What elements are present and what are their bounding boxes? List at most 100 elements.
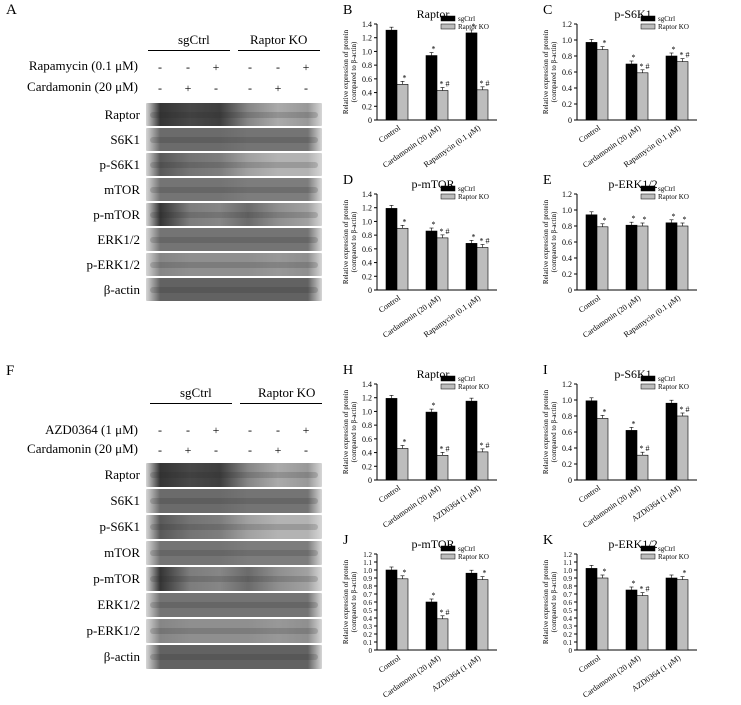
- bar-sgctrl: [465, 400, 478, 481]
- significance-mark: *: [403, 73, 407, 82]
- blot-band: [150, 524, 318, 530]
- blot-row-label: S6K1: [110, 493, 140, 508]
- legend-swatch: [640, 383, 656, 390]
- treatment-sign: -: [214, 81, 218, 95]
- y-tick-label: 0: [369, 647, 373, 655]
- blot-band: [150, 576, 318, 582]
- y-tick-label: 0.1: [563, 639, 572, 647]
- significance-mark: *: [403, 217, 407, 226]
- legend-label: sgCtrl: [658, 185, 675, 193]
- blot-strip: [146, 463, 322, 487]
- legend-swatch: [640, 15, 656, 22]
- treatment-label: Cardamonin (20 μM): [27, 441, 138, 456]
- legend-swatch: [640, 553, 656, 560]
- y-tick-label: 1.0: [562, 206, 572, 215]
- y-tick-label: 0.6: [562, 238, 572, 247]
- significance-mark: *: [483, 569, 487, 578]
- blot-strip: [146, 228, 322, 251]
- bar-raptor-ko: [636, 72, 649, 121]
- panel-letter: D: [343, 173, 353, 188]
- bar-sgctrl: [585, 214, 598, 291]
- legend-label: Raptor KO: [658, 383, 689, 391]
- treatment-label: AZD0364 (1 μM): [45, 422, 138, 437]
- legend-label: sgCtrl: [458, 15, 475, 23]
- y-axis-label-line: Relative expression of protein: [542, 29, 550, 114]
- legend-label: sgCtrl: [458, 185, 475, 193]
- treatment-sign: +: [184, 443, 192, 457]
- panel-letter: A: [6, 2, 17, 18]
- bar-sgctrl: [425, 55, 438, 121]
- significance-mark: *: [632, 579, 636, 588]
- significance-mark: *: [683, 215, 687, 224]
- y-tick-label: 1.2: [563, 551, 572, 559]
- y-tick-label: 1.0: [562, 396, 572, 405]
- legend-swatch: [640, 375, 656, 382]
- y-axis-label-line: Relative expression of protein: [342, 559, 350, 644]
- treatment-sign: -: [276, 60, 280, 74]
- treatment-sign: -: [248, 443, 252, 457]
- blot-band: [150, 472, 318, 478]
- significance-mark: *: [472, 232, 476, 241]
- y-tick-label: 1.0: [362, 407, 372, 416]
- treatment-sign: -: [304, 81, 308, 95]
- y-tick-label: 0.7: [363, 591, 372, 599]
- bar-raptor-ko: [676, 61, 689, 121]
- group-underline-raptor-ko: [240, 403, 322, 404]
- blot-strip: [146, 645, 322, 669]
- y-tick-label: 0.8: [362, 421, 372, 430]
- legend-label: Raptor KO: [658, 553, 689, 561]
- bar-raptor-ko: [476, 579, 489, 651]
- bar-sgctrl: [585, 400, 598, 481]
- y-tick-label: 0.4: [562, 444, 572, 453]
- bar-raptor-ko: [676, 579, 689, 651]
- significance-mark: *: [603, 567, 607, 576]
- blot-band: [150, 211, 318, 218]
- blot-row-label: ERK1/2: [97, 597, 140, 612]
- y-tick-label: 1.4: [362, 190, 372, 199]
- significance-mark: *: [432, 591, 436, 600]
- y-tick-label: 0.4: [562, 84, 572, 93]
- treatment-sign: -: [248, 81, 252, 95]
- y-tick-label: 1.1: [363, 559, 372, 567]
- y-tick-label: 0.8: [562, 412, 572, 421]
- bar-raptor-ko: [436, 90, 449, 121]
- significance-mark: * #: [440, 444, 450, 453]
- y-tick-label: 0.3: [363, 623, 372, 631]
- significance-mark: *: [472, 22, 476, 31]
- bar-raptor-ko: [396, 578, 409, 651]
- blot-strip: [146, 489, 322, 513]
- group-underline-sgctrl: [148, 50, 230, 51]
- y-tick-label: 0: [568, 476, 572, 485]
- x-tick-label: Control: [377, 653, 403, 675]
- blot-strip: [146, 203, 322, 226]
- blot-strip: [146, 278, 322, 301]
- y-tick-label: 1.2: [363, 551, 372, 559]
- y-tick-label: 0.6: [562, 428, 572, 437]
- y-axis-label: Relative expression of protein(compared …: [542, 389, 558, 474]
- group-label-raptor-ko: Raptor KO: [250, 32, 308, 47]
- legend-swatch: [440, 23, 456, 30]
- blot-row-label: β-actin: [103, 649, 140, 664]
- legend-label: Raptor KO: [658, 193, 689, 201]
- group-label-raptor-ko: Raptor KO: [258, 385, 316, 400]
- blot-band: [150, 161, 318, 168]
- bar-sgctrl: [465, 243, 478, 291]
- legend-label: Raptor KO: [658, 23, 689, 31]
- legend-label: Raptor KO: [458, 383, 489, 391]
- y-tick-label: 0.6: [362, 435, 372, 444]
- y-tick-label: 0.2: [562, 460, 572, 469]
- blot-row-label: mTOR: [104, 182, 140, 197]
- blot-band: [150, 286, 318, 293]
- y-tick-label: 0.8: [362, 61, 372, 70]
- y-tick-label: 0.9: [563, 575, 572, 583]
- bar-sgctrl: [425, 601, 438, 651]
- blot-strip: [146, 567, 322, 591]
- treatment-sign: -: [276, 423, 280, 437]
- treatment-sign: +: [274, 81, 282, 95]
- y-tick-label: 1.2: [362, 204, 372, 213]
- bar-sgctrl: [425, 411, 438, 481]
- y-axis-label: Relative expression of protein(compared …: [342, 199, 358, 284]
- bar-sgctrl: [425, 230, 438, 291]
